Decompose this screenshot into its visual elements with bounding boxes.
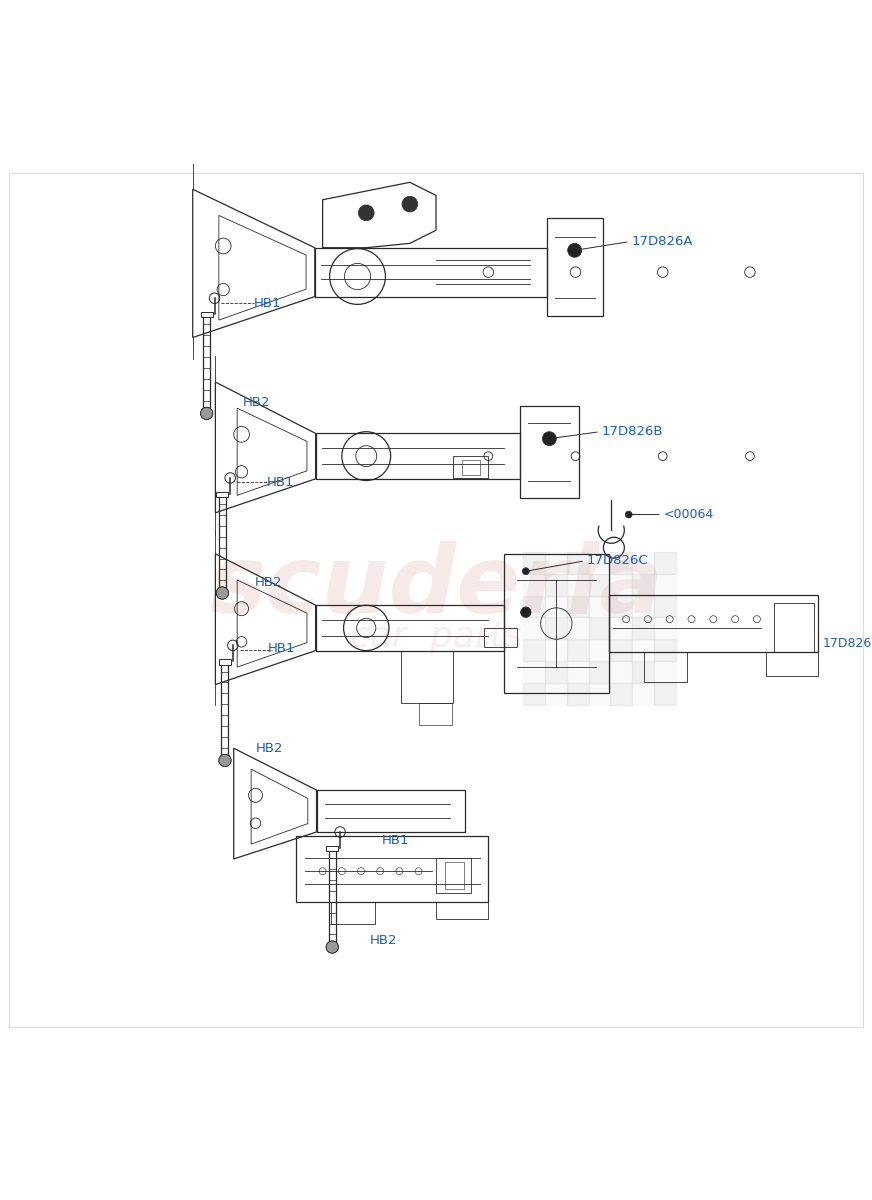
Text: HB2: HB2 — [255, 576, 283, 589]
Circle shape — [326, 941, 338, 953]
Circle shape — [571, 247, 578, 254]
Circle shape — [521, 607, 531, 618]
Bar — [567, 640, 589, 661]
Bar — [654, 574, 676, 595]
Bar — [545, 595, 567, 618]
Bar — [632, 574, 654, 595]
Circle shape — [219, 755, 231, 767]
Circle shape — [625, 511, 632, 518]
Text: 17D826C: 17D826C — [587, 554, 649, 568]
Circle shape — [546, 436, 553, 442]
Bar — [484, 628, 517, 647]
Bar — [462, 460, 480, 475]
Bar — [654, 618, 676, 640]
Bar — [610, 661, 632, 683]
Bar — [632, 595, 654, 618]
Bar — [567, 618, 589, 640]
Bar — [632, 661, 654, 683]
Text: HB1: HB1 — [382, 834, 410, 847]
Text: 17D826D: 17D826D — [822, 637, 872, 650]
Text: car  parts: car parts — [350, 619, 522, 654]
Bar — [589, 595, 610, 618]
Bar — [589, 661, 610, 683]
Bar — [654, 661, 676, 683]
Text: scuderia: scuderia — [209, 541, 663, 632]
Bar — [610, 552, 632, 574]
Bar — [610, 574, 632, 595]
Bar — [589, 574, 610, 595]
Bar — [545, 618, 567, 640]
Bar — [523, 661, 545, 683]
Circle shape — [326, 941, 338, 953]
Bar — [436, 858, 471, 893]
Bar — [523, 552, 545, 574]
Bar — [632, 618, 654, 640]
Bar — [545, 574, 567, 595]
Bar — [523, 683, 545, 704]
Bar — [523, 574, 545, 595]
Text: HB1: HB1 — [267, 475, 295, 488]
Bar — [610, 618, 632, 640]
Text: HB1: HB1 — [254, 298, 282, 310]
Bar — [589, 683, 610, 704]
Bar — [445, 863, 464, 889]
Circle shape — [568, 244, 582, 257]
Bar — [567, 595, 589, 618]
Circle shape — [542, 432, 556, 445]
Circle shape — [358, 205, 374, 221]
Bar — [654, 640, 676, 661]
Bar — [589, 618, 610, 640]
Bar — [567, 683, 589, 704]
Bar — [419, 703, 452, 725]
Bar — [632, 552, 654, 574]
Bar — [545, 640, 567, 661]
Circle shape — [201, 407, 213, 420]
Bar — [545, 683, 567, 704]
Bar — [610, 595, 632, 618]
Text: HB1: HB1 — [268, 642, 296, 655]
Bar — [545, 552, 567, 574]
Bar — [632, 640, 654, 661]
Bar — [567, 574, 589, 595]
Circle shape — [201, 407, 213, 420]
Bar — [589, 640, 610, 661]
Circle shape — [402, 197, 418, 212]
Circle shape — [219, 755, 231, 767]
Circle shape — [216, 587, 228, 599]
Text: HB2: HB2 — [370, 935, 398, 948]
Bar — [610, 640, 632, 661]
Circle shape — [522, 568, 529, 575]
Text: HB2: HB2 — [242, 396, 270, 409]
Bar — [523, 595, 545, 618]
Bar — [654, 683, 676, 704]
Bar — [654, 552, 676, 574]
Text: <00064: <00064 — [664, 508, 714, 521]
Bar — [632, 683, 654, 704]
Bar — [523, 640, 545, 661]
Bar — [567, 552, 589, 574]
Bar — [567, 661, 589, 683]
Text: 17D826A: 17D826A — [631, 235, 693, 248]
Bar — [401, 650, 453, 703]
Bar — [545, 661, 567, 683]
Bar — [654, 595, 676, 618]
Circle shape — [216, 587, 228, 599]
Bar — [453, 456, 488, 478]
Bar — [610, 683, 632, 704]
Text: HB2: HB2 — [255, 742, 283, 755]
Bar — [589, 552, 610, 574]
Bar — [523, 618, 545, 640]
Text: 17D826B: 17D826B — [602, 425, 664, 438]
